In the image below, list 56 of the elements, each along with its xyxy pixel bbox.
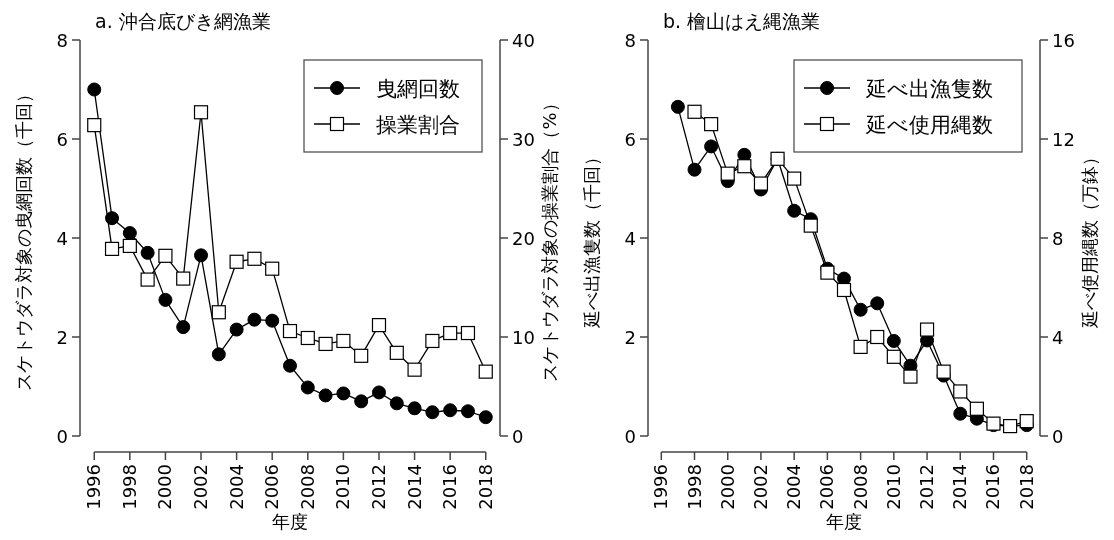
legend-label: 延べ出漁隻数: [865, 77, 993, 101]
chart-title: a. 沖合底びき網漁業: [95, 10, 271, 32]
y-tick-label: 0: [624, 426, 636, 447]
y-tick-label: 8: [56, 30, 68, 51]
x-axis-title: 年度: [272, 511, 308, 532]
x-tick-label: 2018: [1015, 464, 1037, 510]
y-axis-title: 延べ出漁隻数（千回）: [581, 148, 602, 329]
x-tick-label: 2016: [982, 464, 1004, 510]
y-axis-title: スケトウダラ対象の曳網回数（千回）: [13, 85, 34, 391]
x-tick-label: 2010: [332, 464, 354, 510]
y-tick-label: 2: [624, 327, 636, 348]
x-tick-label: 2008: [849, 464, 871, 510]
x-tick-label: 2006: [261, 464, 283, 510]
x-tick-label: 2000: [154, 464, 176, 510]
y-tick-label: 0: [56, 426, 68, 447]
x-tick-label: 2016: [439, 464, 461, 510]
y2-tick-label: 30: [512, 129, 535, 150]
x-tick-label: 2004: [783, 464, 805, 510]
x-tick-label: 2012: [916, 464, 938, 510]
legend-label: 曳網回数: [376, 77, 460, 101]
x-tick-label: 2000: [716, 464, 738, 510]
y2-tick-label: 10: [512, 327, 535, 348]
x-tick-label: 2014: [403, 464, 425, 510]
y2-tick-label: 0: [1052, 426, 1064, 447]
y2-tick-label: 40: [512, 30, 535, 51]
x-tick-label: 2008: [296, 464, 318, 510]
y2-axis-title: 延べ使用縄数（万鉢）: [1079, 148, 1100, 329]
chart-title: b. 檜山はえ縄漁業: [663, 10, 821, 32]
y2-tick-label: 4: [1052, 327, 1064, 348]
y2-tick-label: 8: [1052, 228, 1064, 249]
y2-tick-label: 16: [1052, 30, 1075, 51]
x-tick-label: 2018: [474, 464, 496, 510]
y-tick-label: 4: [624, 228, 636, 249]
x-tick-label: 2012: [367, 464, 389, 510]
x-tick-label: 2010: [882, 464, 904, 510]
x-tick-label: 1996: [650, 464, 672, 510]
y2-tick-label: 20: [512, 228, 535, 249]
x-tick-label: 1996: [83, 464, 105, 510]
x-tick-label: 2002: [190, 464, 212, 510]
y-tick-label: 6: [624, 129, 636, 150]
x-tick-label: 2014: [949, 464, 971, 510]
y2-tick-label: 12: [1052, 129, 1075, 150]
legend-label: 延べ使用縄数: [865, 113, 993, 137]
y-tick-label: 6: [56, 129, 68, 150]
y-tick-label: 4: [56, 228, 68, 249]
legend-label: 操業割合: [376, 113, 460, 137]
y-tick-label: 2: [56, 327, 68, 348]
x-tick-label: 2006: [816, 464, 838, 510]
x-tick-label: 1998: [683, 464, 705, 510]
x-tick-label: 2004: [225, 464, 247, 510]
x-tick-label: 2002: [749, 464, 771, 510]
y-tick-label: 8: [624, 30, 636, 51]
x-axis-title: 年度: [826, 511, 862, 532]
y2-tick-label: 0: [512, 426, 524, 447]
x-tick-label: 1998: [118, 464, 140, 510]
y2-axis-title: スケトウダラ対象の操業割合（%）: [539, 94, 560, 382]
